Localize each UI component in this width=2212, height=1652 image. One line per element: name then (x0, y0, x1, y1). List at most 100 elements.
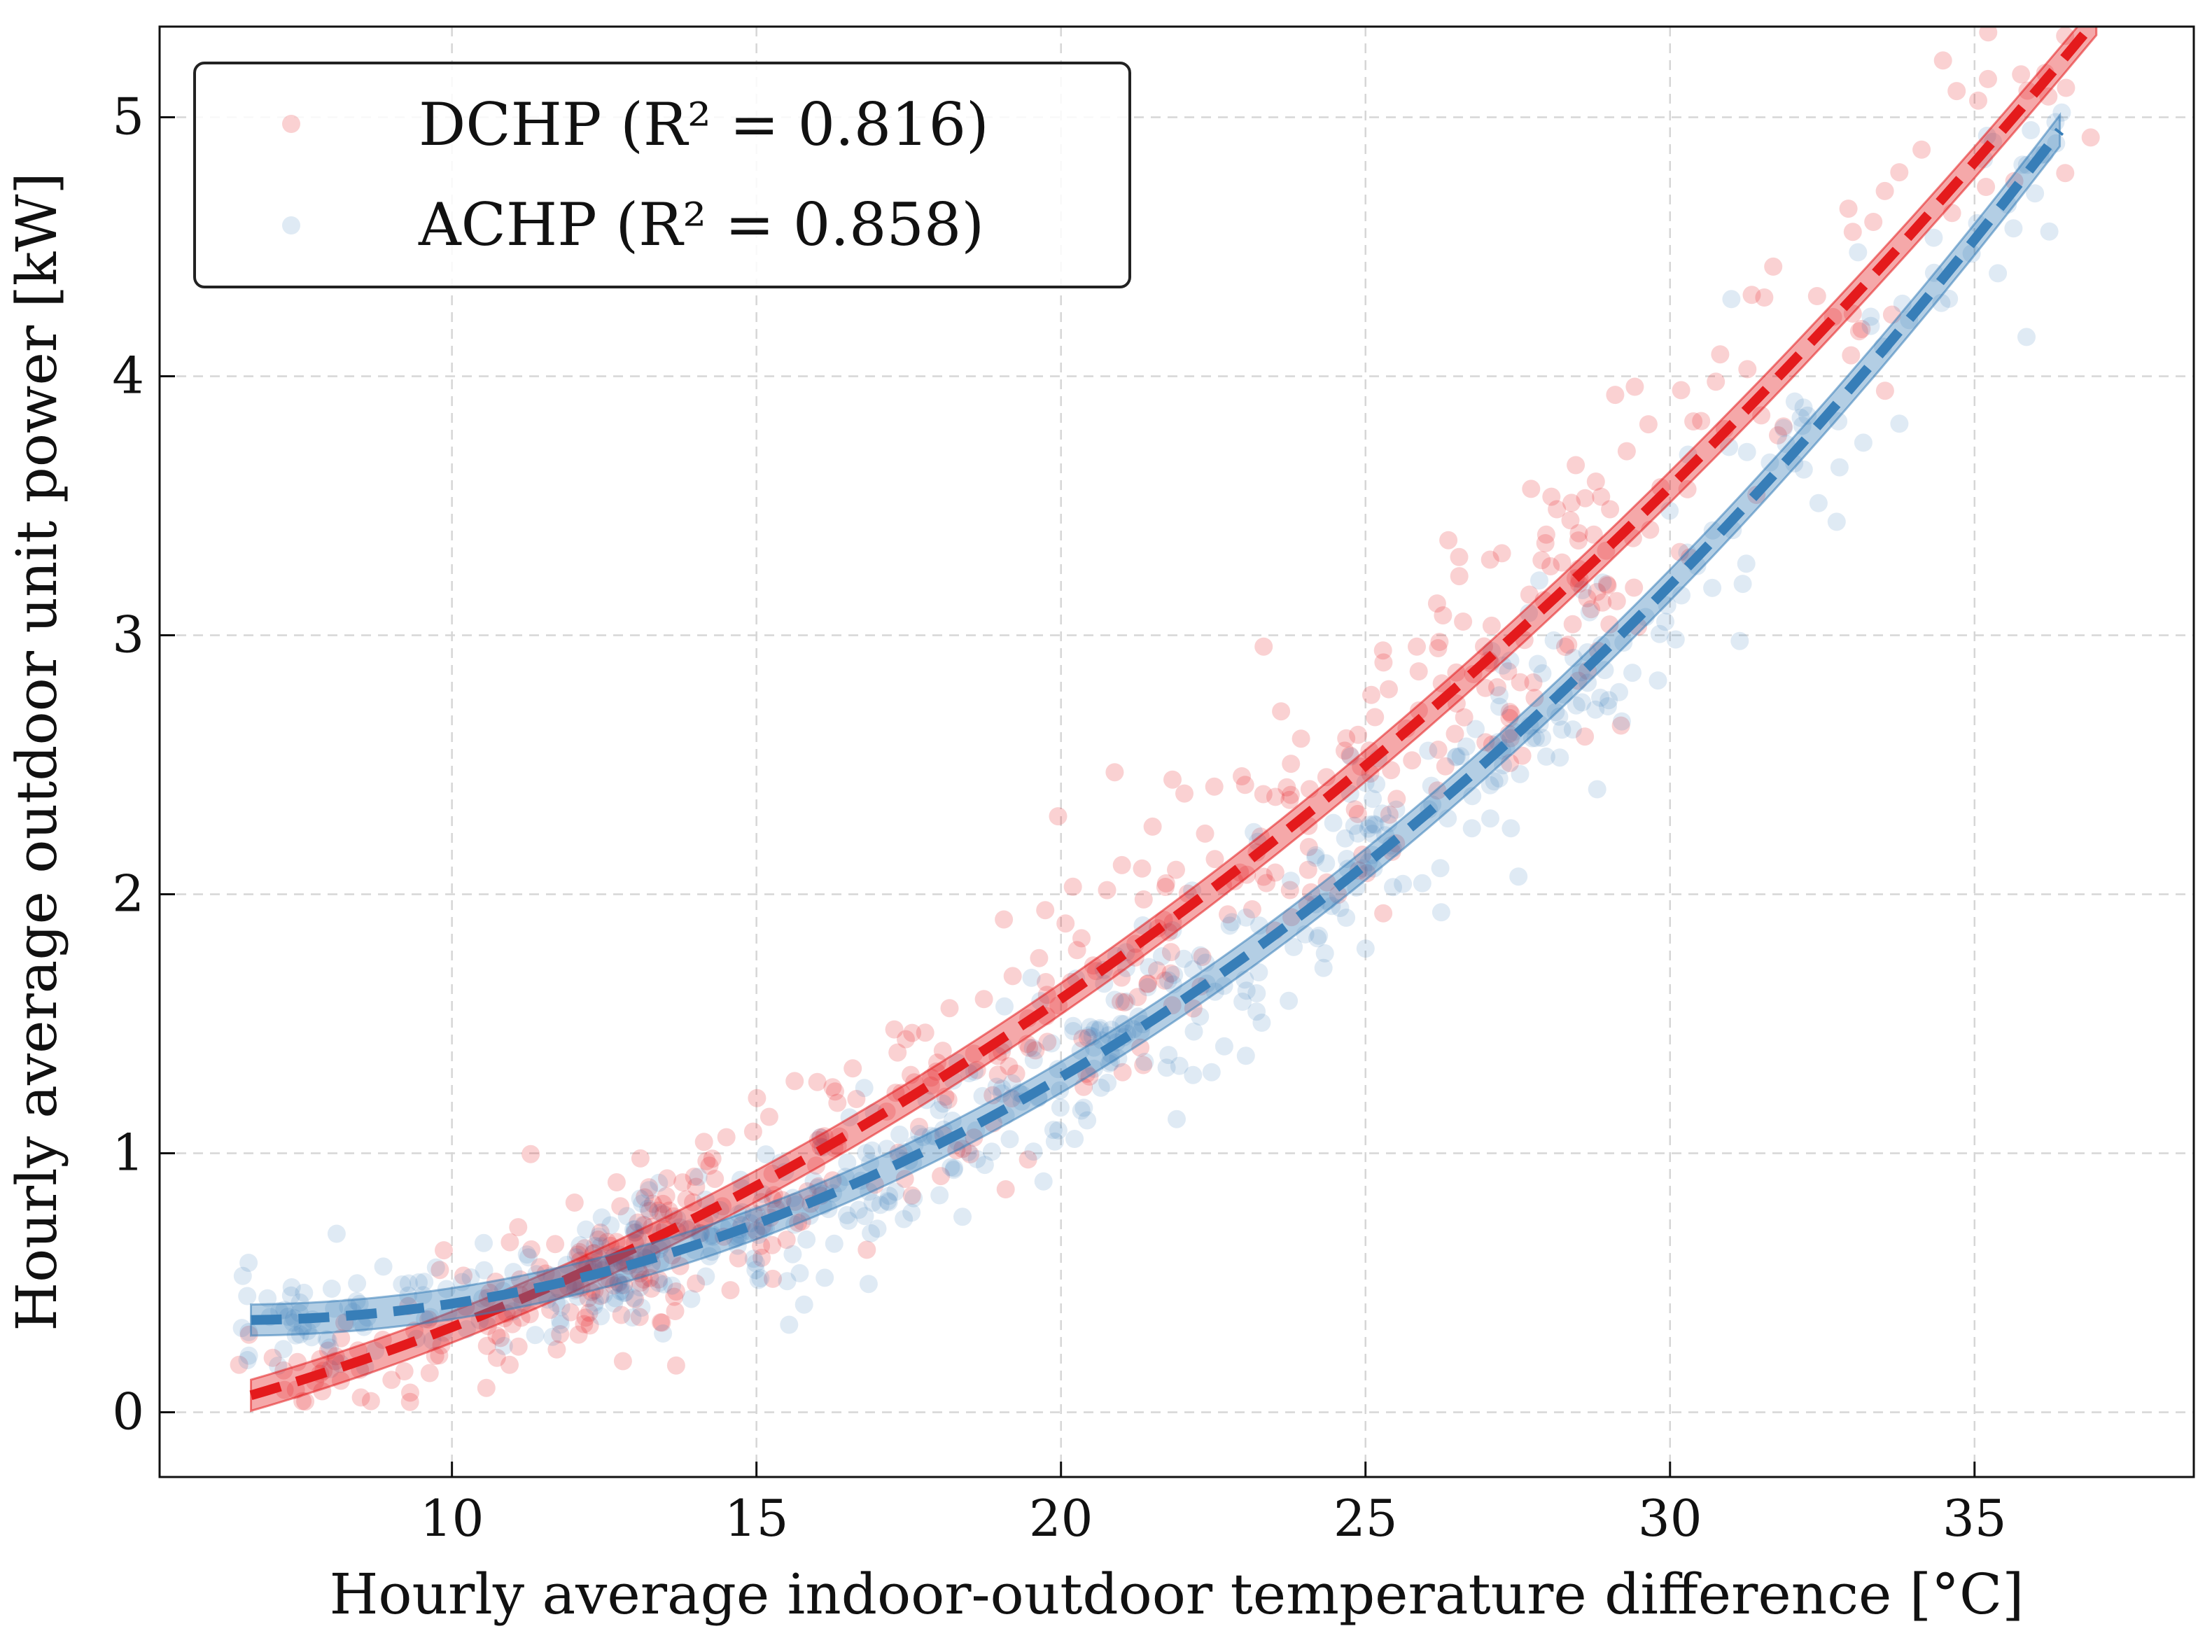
scatter-point-dchp (1272, 702, 1291, 721)
scatter-point-achp (1502, 819, 1520, 838)
scatter-point-achp (1306, 846, 1325, 864)
scatter-point-achp (609, 1273, 627, 1292)
scatter-point-dchp (1292, 729, 1310, 748)
scatter-point-achp (1310, 926, 1329, 945)
scatter-point-achp (2022, 121, 2040, 139)
scatter-point-achp (879, 1193, 898, 1212)
scatter-point-dchp (1205, 777, 1224, 796)
scatter-point-dchp (752, 1236, 771, 1255)
scatter-point-achp (696, 1267, 715, 1286)
scatter-point-achp (860, 1182, 878, 1201)
scatter-point-achp (238, 1351, 257, 1369)
scatter-point-achp (1595, 661, 1614, 680)
scatter-point-achp (1250, 963, 1268, 981)
scatter-point-dchp (685, 1168, 704, 1186)
scatter-point-achp (1024, 1142, 1043, 1161)
scatter-point-achp (1432, 903, 1450, 922)
scatter-point-achp (1849, 243, 1868, 262)
scatter-point-dchp (640, 1201, 659, 1220)
scatter-point-achp (1791, 408, 1810, 427)
scatter-point-achp (1098, 1073, 1117, 1092)
scatter-point-dchp (509, 1218, 528, 1237)
scatter-point-achp (1580, 603, 1599, 622)
scatter-point-achp (570, 1236, 589, 1254)
scatter-point-achp (2040, 222, 2059, 241)
scatter-point-achp (285, 1309, 304, 1328)
scatter-point-dchp (631, 1149, 650, 1168)
scatter-point-achp (778, 1272, 797, 1291)
scatter-point-achp (1364, 859, 1383, 878)
scatter-point-dchp (230, 1355, 248, 1374)
scatter-point-dchp (1588, 582, 1606, 601)
scatter-point-dchp (1611, 716, 1630, 735)
scatter-point-dchp (1003, 967, 1022, 986)
scatter-point-achp (930, 1100, 948, 1119)
y-tick-label: 5 (112, 88, 144, 146)
scatter-point-achp (1599, 697, 1617, 715)
scatter-point-dchp (654, 1205, 673, 1224)
scatter-point-achp (586, 1237, 605, 1255)
scatter-point-achp (1827, 512, 1846, 531)
scatter-point-achp (849, 1200, 868, 1219)
scatter-point-dchp (1357, 864, 1376, 883)
scatter-point-dchp (611, 1197, 630, 1216)
scatter-point-achp (1722, 290, 1741, 309)
scatter-point-dchp (995, 910, 1014, 929)
scatter-point-dchp (940, 999, 959, 1018)
scatter-point-achp (1065, 1130, 1084, 1148)
scatter-point-achp (1220, 916, 1239, 935)
scatter-point-dchp (1072, 929, 1091, 948)
scatter-point-achp (1042, 1034, 1061, 1053)
scatter-point-dchp (361, 1392, 380, 1410)
scatter-point-achp (1924, 228, 1943, 247)
scatter-point-dchp (763, 1236, 782, 1254)
scatter-point-achp (281, 1286, 300, 1305)
y-tick-label: 3 (112, 606, 144, 664)
fit-line-achp (251, 127, 2064, 1325)
scatter-point-achp (1490, 769, 1508, 788)
scatter-point-dchp (1427, 594, 1446, 613)
scatter-point-dchp (1755, 288, 1774, 307)
scatter-point-dchp (1126, 948, 1144, 967)
scatter-point-achp (2017, 328, 2036, 346)
scatter-point-achp (1247, 984, 1266, 1002)
scatter-point-dchp (747, 1222, 766, 1240)
scatter-point-dchp (1536, 525, 1555, 544)
scatter-point-dchp (1492, 544, 1511, 563)
scatter-point-achp (526, 1326, 545, 1345)
scatter-point-achp (944, 1161, 963, 1180)
scatter-point-dchp (1167, 860, 1185, 879)
scatter-point-achp (374, 1257, 393, 1276)
scatter-point-dchp (591, 1223, 610, 1242)
scatter-point-achp (633, 1194, 652, 1213)
scatter-point-achp (1117, 992, 1135, 1011)
scatter-point-dchp (1524, 673, 1543, 692)
scatter-point-achp (650, 1173, 668, 1192)
scatter-point-achp (1962, 244, 1981, 263)
scatter-point-achp (701, 1226, 720, 1245)
scatter-point-dchp (823, 1078, 842, 1097)
scatter-point-dchp (613, 1352, 632, 1371)
scatter-point-achp (639, 1181, 658, 1200)
scatter-point-achp (895, 1210, 913, 1228)
scatter-point-achp (1730, 631, 1749, 650)
scatter-point-achp (366, 1341, 385, 1360)
scatter-point-achp (1720, 438, 1739, 456)
scatter-point-dchp (1336, 741, 1354, 760)
scatter-point-dchp (1242, 900, 1261, 918)
scatter-point-dchp (643, 1194, 662, 1213)
scatter-point-achp (838, 1205, 856, 1224)
scatter-point-dchp (500, 1355, 519, 1374)
scatter-point-achp (1466, 720, 1485, 738)
scatter-point-achp (1045, 1132, 1064, 1151)
scatter-point-achp (1360, 816, 1379, 834)
scatter-point-achp (1345, 816, 1364, 835)
scatter-point-dchp (1625, 377, 1644, 396)
scatter-point-achp (1530, 571, 1548, 590)
scatter-point-achp (1650, 624, 1669, 643)
scatter-point-dchp (1148, 961, 1166, 980)
scatter-point-dchp (666, 1302, 685, 1320)
scatter-point-achp (1586, 700, 1605, 719)
scatter-point-dchp (1593, 593, 1612, 612)
scatter-point-achp (816, 1268, 834, 1287)
